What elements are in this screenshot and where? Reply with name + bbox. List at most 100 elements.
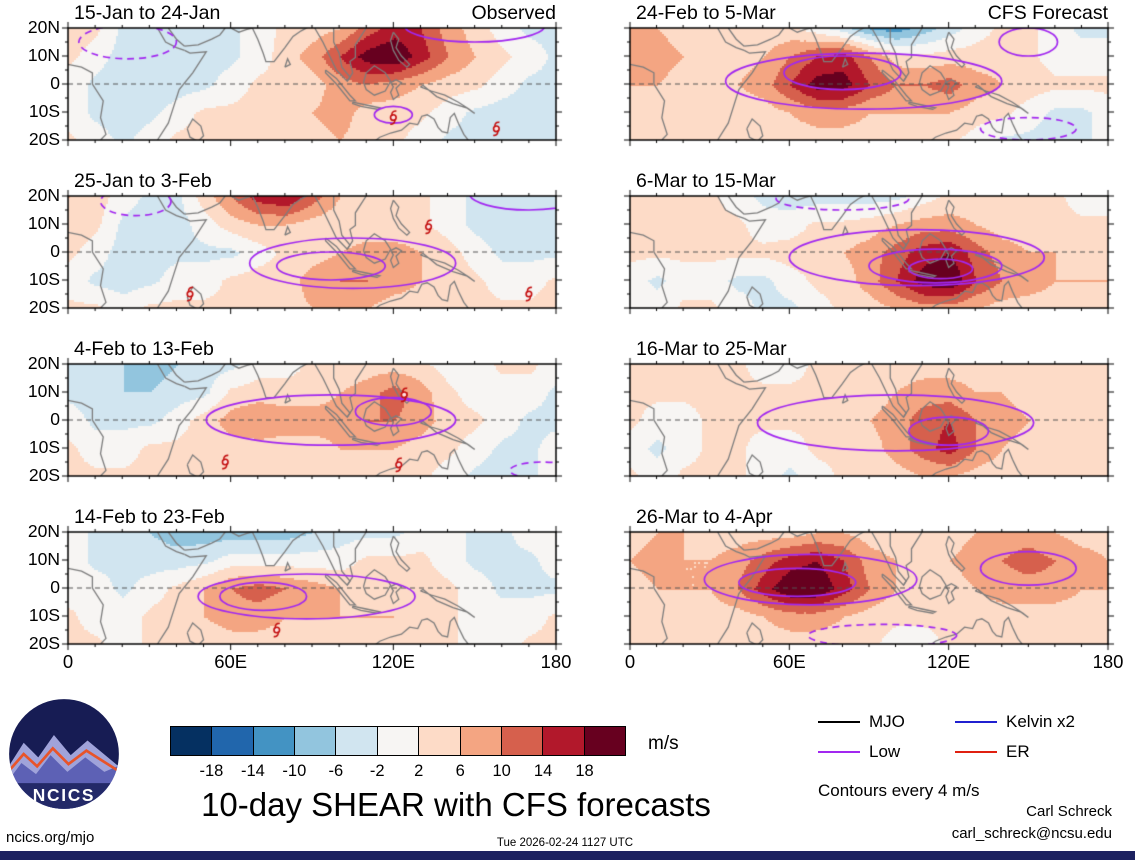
colorbar-segment	[253, 727, 296, 755]
y-axis-label: 10N	[27, 45, 60, 65]
legend-item: Kelvin x2	[955, 712, 1075, 732]
legend-label: Kelvin x2	[1006, 712, 1075, 731]
x-axis-label: 60E	[214, 651, 248, 672]
panel-title: 26-Mar to 4-Apr	[636, 506, 773, 528]
panel-title: 16-Mar to 25-Mar	[636, 338, 787, 360]
panel-header-2: 25-Jan to 3-Feb	[68, 170, 556, 192]
panel-header-4: 14-Feb to 23-Feb	[68, 506, 556, 528]
map-panel-3	[60, 356, 564, 484]
site-link: ncics.org/mjo	[6, 829, 95, 846]
x-axis-label: 120E	[927, 651, 971, 672]
panel-title: 15-Jan to 24-Jan	[74, 2, 221, 24]
y-axis-label: 20N	[27, 521, 60, 541]
colorbar-segment	[460, 727, 502, 755]
y-axis-label: 10S	[28, 101, 60, 121]
colorbar-segment	[295, 727, 337, 755]
legend-line-er	[955, 750, 997, 754]
map-panel-2	[60, 188, 564, 316]
legend-line-kelvin-x2	[955, 720, 997, 724]
colorbar-segment	[377, 727, 420, 755]
y-axis-label: 10N	[27, 213, 60, 233]
map-panel-5	[622, 20, 1116, 148]
colorbar-tick-label: 6	[455, 762, 465, 780]
y-axis-label: 0	[50, 577, 60, 597]
logo-text: NCICS	[33, 785, 95, 805]
panel-header-1: 15-Jan to 24-Jan Observed	[68, 2, 556, 24]
y-axis-label: 10S	[28, 605, 60, 625]
panel-header-6: 6-Mar to 15-Mar	[630, 170, 1108, 192]
map-panel-1	[60, 20, 564, 148]
colorbar	[170, 726, 626, 756]
y-axis-label: 10N	[27, 549, 60, 569]
y-axis-label: 20S	[28, 633, 60, 653]
legend-label: MJO	[869, 712, 905, 731]
x-axis-label: 180	[540, 651, 572, 672]
x-axis-label: 180	[1092, 651, 1124, 672]
map-panel-7	[622, 356, 1116, 484]
y-axis-label: 10S	[28, 269, 60, 289]
x-axis-label: 0	[62, 651, 74, 672]
panel-header-3: 4-Feb to 13-Feb	[68, 338, 556, 360]
logo-ridge-line	[9, 746, 119, 774]
y-axis-label: 20S	[28, 297, 60, 317]
panel-corner-label: Observed	[471, 2, 556, 24]
panel-title: 14-Feb to 23-Feb	[74, 506, 225, 528]
timestamp: Tue 2026-02-24 1127 UTC	[496, 837, 634, 849]
y-axis-label: 20N	[27, 353, 60, 373]
panel-header-7: 16-Mar to 25-Mar	[630, 338, 1108, 360]
map-panel-4	[60, 524, 564, 652]
colorbar-segment	[543, 727, 585, 755]
footer-bar	[0, 851, 1135, 860]
panel-title: 4-Feb to 13-Feb	[74, 338, 214, 360]
colorbar-segment	[419, 727, 461, 755]
y-axis-label: 0	[50, 409, 60, 429]
colorbar-tick-label: -14	[240, 762, 265, 780]
panel-header-5: 24-Feb to 5-Mar CFS Forecast	[630, 2, 1108, 24]
map-panel-6	[622, 188, 1116, 316]
legend-label: ER	[1006, 742, 1030, 761]
x-axis-label: 60E	[772, 651, 806, 672]
x-axis-label: 120E	[371, 651, 415, 672]
y-axis-label: 20S	[28, 465, 60, 485]
colorbar-segment	[584, 727, 625, 755]
y-axis-label: 20S	[28, 129, 60, 149]
panel-title: 24-Feb to 5-Mar	[636, 2, 776, 24]
y-axis-label: 20N	[27, 185, 60, 205]
y-axis-label: 0	[50, 73, 60, 93]
legend-label: Low	[869, 742, 901, 761]
contour-note: Contours every 4 m/s	[818, 781, 980, 800]
colorbar-segment	[336, 727, 378, 755]
colorbar-tick-label: 18	[575, 762, 594, 780]
y-axis-label: 0	[50, 241, 60, 261]
ncics-logo: NCICS	[9, 699, 119, 809]
colorbar-tick-label: 14	[533, 762, 553, 780]
colorbar-segment	[212, 727, 254, 755]
colorbar-tick-label: 10	[492, 762, 511, 780]
credit-name: Carl Schreck	[1026, 803, 1112, 820]
colorbar-wrap: -18 -14 -10 -6 -2 2 6 10 14 18	[170, 726, 626, 784]
panel-title: 25-Jan to 3-Feb	[74, 170, 212, 192]
legend-line-low	[818, 750, 860, 754]
x-axis-label: 0	[624, 651, 636, 672]
colorbar-segment	[171, 727, 213, 755]
panel-header-8: 26-Mar to 4-Apr	[630, 506, 1108, 528]
colorbar-segment	[501, 727, 544, 755]
figure-title: 10-day SHEAR with CFS forecasts	[201, 786, 711, 823]
legend-line-mjo	[818, 720, 860, 724]
panel-corner-label: CFS Forecast	[987, 2, 1108, 24]
colorbar-tick-label: -10	[282, 762, 307, 780]
legend-item: MJO	[818, 712, 905, 732]
credit-email: carl_schreck@ncsu.edu	[951, 825, 1112, 842]
colorbar-units: m/s	[648, 733, 679, 754]
legend: MJO Kelvin x2 Low ER	[810, 702, 1135, 774]
y-axis-label: 20N	[27, 17, 60, 37]
panel-title: 6-Mar to 15-Mar	[636, 170, 776, 192]
y-axis-label: 10N	[27, 381, 60, 401]
colorbar-tick-label: -18	[199, 762, 224, 780]
colorbar-tick-label: 2	[414, 762, 424, 780]
colorbar-tick-label: -2	[369, 762, 385, 780]
colorbar-tick-label: -6	[328, 762, 344, 780]
map-panel-8	[622, 524, 1116, 652]
legend-item: ER	[955, 742, 1030, 762]
